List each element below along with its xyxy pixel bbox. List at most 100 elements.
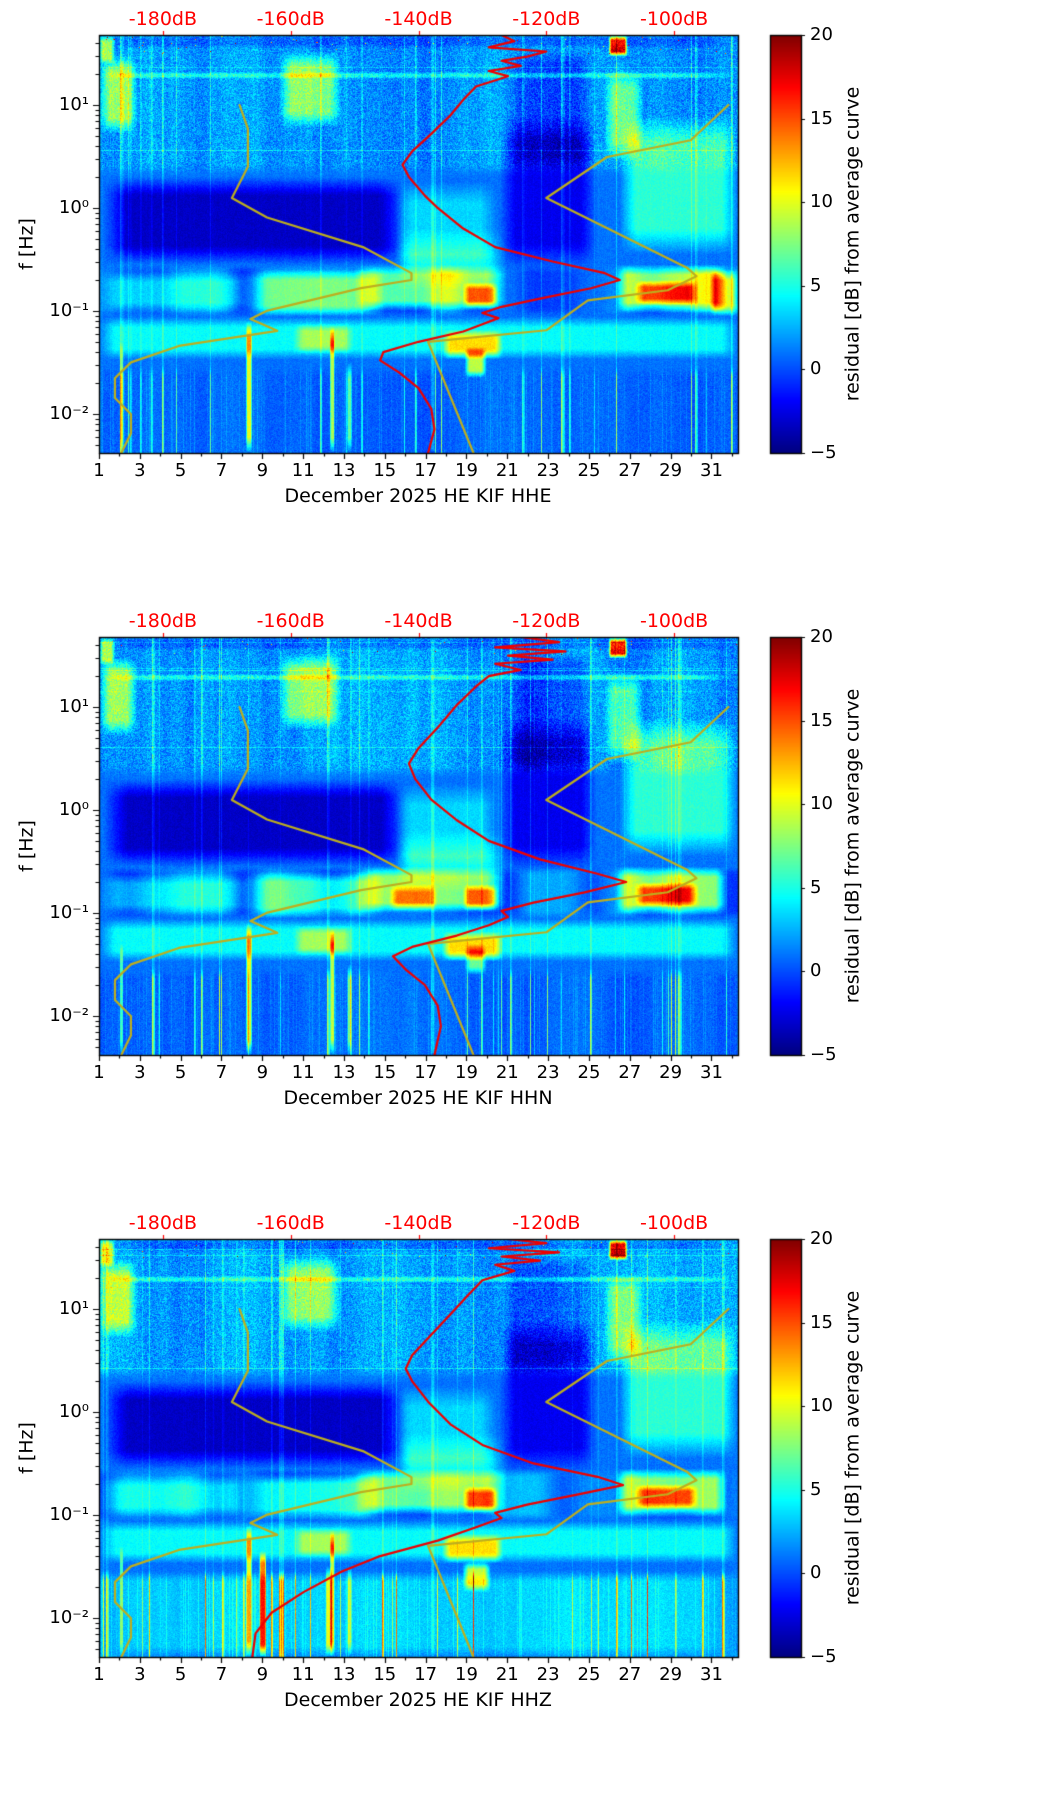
x-tick-label: 9: [256, 1664, 269, 1685]
x-tick-label: 11: [291, 1062, 315, 1083]
x-axis-title: December 2025 HE KIF HHN: [283, 1087, 553, 1109]
colorbar-tick-label: −5: [810, 1044, 837, 1065]
x-tick-label: 5: [174, 460, 187, 481]
colorbar-tick-label: 10: [810, 191, 833, 213]
x-axis-title: December 2025 HE KIF HHE: [284, 485, 552, 507]
x-tick-label: 23: [536, 1062, 560, 1083]
colorbar-tick-label: −5: [810, 1646, 837, 1667]
x-tick-label: 23: [536, 1664, 560, 1685]
colorbar-tick-label: 0: [810, 1562, 822, 1584]
spectrogram-canvas-hhz: [0, 1204, 1052, 1806]
x-tick-label: 1: [93, 460, 105, 481]
top-axis-tick-label: -140dB: [384, 8, 453, 30]
x-tick-label: 25: [577, 1664, 601, 1685]
y-tick-label: 10⁻²: [49, 1606, 89, 1628]
x-tick-label: 27: [618, 460, 642, 481]
y-axis-title: f [Hz]: [15, 820, 38, 872]
y-axis-title: f [Hz]: [15, 218, 38, 270]
y-tick-label: 10⁻¹: [49, 901, 89, 923]
x-tick-label: 7: [215, 1664, 228, 1685]
x-tick-label: 1: [93, 1664, 105, 1685]
spectrogram-panel-hhz: December 2025 HE KIF HHZ f [Hz] residual…: [0, 1204, 1052, 1806]
x-tick-label: 29: [659, 460, 683, 481]
x-tick-label: 5: [174, 1664, 187, 1685]
y-tick-label: 10⁰: [58, 1400, 89, 1422]
top-axis-tick-label: -120dB: [512, 610, 581, 632]
y-tick-label: 10¹: [58, 94, 89, 115]
spectrogram-panel-hhe: December 2025 HE KIF HHE f [Hz] residual…: [0, 0, 1052, 602]
x-tick-label: 27: [618, 1664, 642, 1685]
x-tick-label: 31: [700, 1664, 723, 1685]
x-tick-label: 29: [659, 1062, 683, 1083]
top-axis-tick-label: -160dB: [256, 1212, 325, 1234]
x-tick-label: 13: [332, 1664, 356, 1685]
top-axis-tick-label: -100dB: [639, 8, 709, 30]
top-axis-tick-label: -140dB: [384, 1212, 453, 1234]
y-tick-label: 10⁻²: [49, 402, 89, 424]
y-tick-label: 10¹: [58, 1298, 89, 1319]
x-tick-label: 17: [414, 1062, 438, 1083]
x-tick-label: 7: [215, 460, 228, 481]
x-tick-label: 21: [495, 460, 519, 481]
colorbar-tick-label: 15: [810, 107, 833, 129]
spectrogram-canvas-hhe: [0, 0, 1052, 602]
top-axis-tick-label: -160dB: [256, 610, 325, 632]
x-tick-label: 25: [577, 460, 601, 481]
colorbar-tick-label: 10: [810, 793, 833, 815]
x-tick-label: 29: [659, 1664, 683, 1685]
spectrogram-panel-hhn: December 2025 HE KIF HHN f [Hz] residual…: [0, 602, 1052, 1204]
x-tick-label: 15: [373, 1664, 397, 1685]
x-tick-label: 23: [536, 460, 560, 481]
x-tick-label: 31: [700, 460, 723, 481]
x-tick-label: 19: [455, 1664, 478, 1685]
y-tick-label: 10⁻¹: [49, 299, 89, 321]
top-axis-tick-label: -160dB: [256, 8, 325, 30]
colorbar-tick-label: 5: [810, 876, 822, 898]
x-tick-label: 15: [373, 460, 397, 481]
top-axis-tick-label: -120dB: [512, 1212, 581, 1234]
x-tick-label: 1: [93, 1062, 105, 1083]
top-axis-tick-label: -180dB: [128, 8, 197, 30]
x-tick-label: 19: [455, 1062, 478, 1083]
colorbar-tick-label: 20: [810, 626, 833, 647]
top-axis-tick-label: -140dB: [384, 610, 453, 632]
top-axis-tick-label: -180dB: [128, 1212, 197, 1234]
colorbar-tick-label: 20: [810, 24, 833, 45]
x-tick-label: 17: [414, 460, 438, 481]
colorbar-title: residual [dB] from average curve: [841, 1290, 864, 1606]
x-tick-label: 21: [495, 1664, 519, 1685]
top-axis-tick-label: -100dB: [639, 610, 709, 632]
x-tick-label: 7: [215, 1062, 228, 1083]
x-tick-label: 3: [134, 1664, 146, 1685]
x-tick-label: 3: [134, 460, 146, 481]
colorbar-title: residual [dB] from average curve: [841, 86, 864, 402]
spectrogram-canvas-hhn: [0, 602, 1052, 1204]
x-tick-label: 11: [291, 460, 315, 481]
x-tick-label: 9: [256, 460, 269, 481]
colorbar-tick-label: 0: [810, 960, 822, 982]
y-tick-label: 10¹: [58, 696, 89, 717]
x-tick-label: 9: [256, 1062, 269, 1083]
x-tick-label: 15: [373, 1062, 397, 1083]
colorbar-tick-label: 5: [810, 1478, 822, 1500]
x-tick-label: 27: [618, 1062, 642, 1083]
x-tick-label: 21: [495, 1062, 519, 1083]
x-tick-label: 17: [414, 1664, 438, 1685]
y-tick-label: 10⁻²: [49, 1004, 89, 1026]
x-tick-label: 3: [134, 1062, 146, 1083]
colorbar-tick-label: −5: [810, 442, 837, 463]
colorbar-tick-label: 0: [810, 358, 822, 380]
y-tick-label: 10⁰: [58, 196, 89, 218]
x-tick-label: 31: [700, 1062, 723, 1083]
x-tick-label: 19: [455, 460, 478, 481]
y-tick-label: 10⁰: [58, 798, 89, 820]
x-tick-label: 25: [577, 1062, 601, 1083]
colorbar-tick-label: 20: [810, 1228, 833, 1249]
colorbar-tick-label: 5: [810, 274, 822, 296]
x-tick-label: 13: [332, 460, 356, 481]
colorbar-tick-label: 10: [810, 1395, 833, 1417]
top-axis-tick-label: -100dB: [639, 1212, 709, 1234]
colorbar-tick-label: 15: [810, 1311, 833, 1333]
top-axis-tick-label: -120dB: [512, 8, 581, 30]
